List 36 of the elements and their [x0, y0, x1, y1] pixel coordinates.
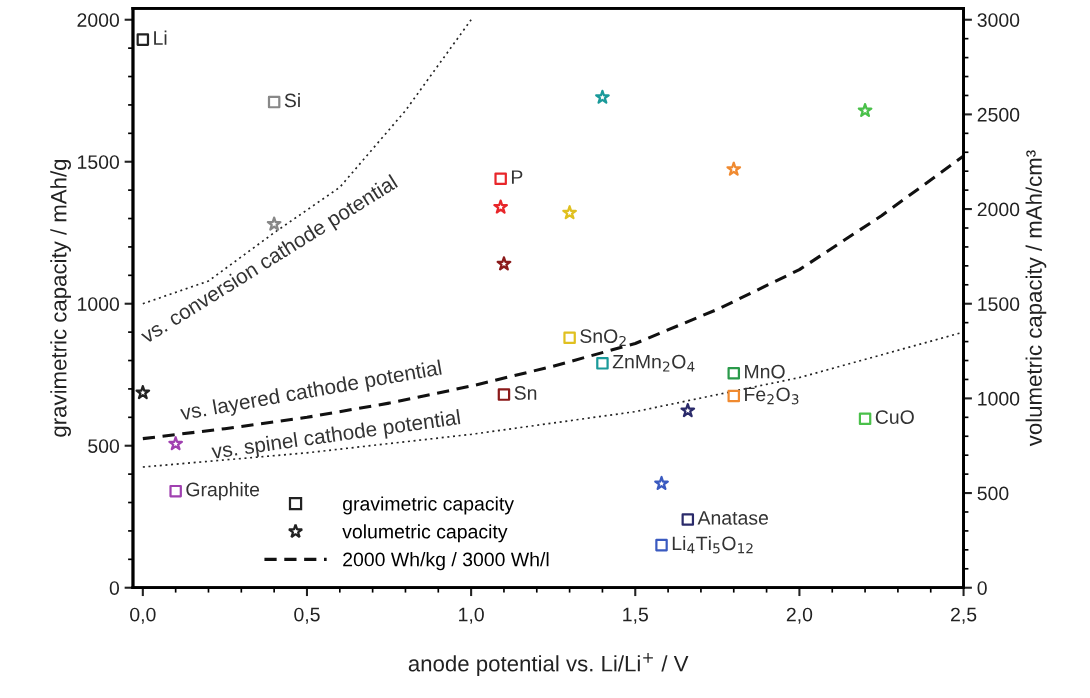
x-tick-label: 1,0 — [459, 607, 484, 624]
annotation: CuO — [875, 410, 914, 424]
annotation: Graphite — [186, 482, 260, 501]
annotation: SnO$_{2}$ — [580, 329, 626, 346]
x-tick-label: 0,5 — [294, 607, 320, 624]
y2-axis-title: volumetric capacity / mAh/cm³ — [1025, 150, 1047, 447]
annotation: Fe$_{2}$O$_{3}$ — [745, 387, 799, 405]
y2-tick-label: 2000 — [977, 202, 1020, 217]
legend-label: 2000 Wh/kg / 3000 Wh/l — [343, 552, 549, 571]
legend-label: gravimetric capacity — [343, 496, 514, 515]
legend-label: volumetric capacity — [342, 524, 508, 543]
y2-tick-label: 0 — [977, 581, 987, 595]
x-tick-label: 0,0 — [130, 607, 156, 624]
y2-tick-label: 1000 — [978, 391, 1020, 406]
annotation: Li — [154, 30, 167, 45]
annotation: Li$_{4}$Ti$_{5}$O$_{12}$ — [672, 535, 753, 554]
annotation: Sn — [514, 386, 537, 400]
y-tick-label: 1000 — [78, 297, 120, 311]
annotation: ZnMn$_{2}$O$_{4}$ — [612, 354, 695, 372]
y-tick-label: 500 — [88, 439, 120, 453]
x-tick-label: 2,5 — [951, 607, 977, 624]
y-tick-label: 1500 — [78, 155, 120, 169]
annotation: Si — [284, 93, 300, 108]
x-tick-label: 1,5 — [623, 607, 648, 624]
y-axis-title: gravimetric capacity / mAh/g — [50, 159, 71, 437]
x-tick-label: 2,0 — [786, 607, 813, 624]
y2-tick-label: 1500 — [978, 297, 1020, 311]
annotation: Anatase — [697, 511, 768, 525]
y-tick-label: 0 — [109, 581, 120, 595]
y2-tick-label: 2500 — [977, 107, 1020, 122]
annotation: P — [511, 170, 523, 184]
y2-tick-label: 500 — [977, 486, 1009, 501]
x-axis-title: anode potential vs. Li/Li$^{+}$ / V — [408, 653, 689, 676]
y-tick-label: 2000 — [77, 13, 120, 27]
y2-tick-label: 3000 — [977, 13, 1020, 27]
annotation: MnO — [745, 364, 785, 379]
